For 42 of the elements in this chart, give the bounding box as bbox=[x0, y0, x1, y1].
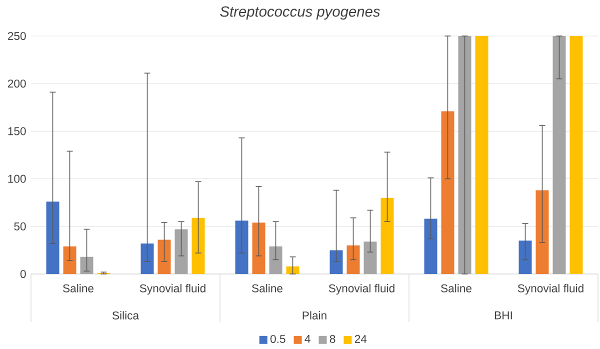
bar bbox=[252, 222, 266, 274]
y-tick-label: 0 bbox=[20, 270, 26, 278]
y-tick-label: 100 bbox=[8, 174, 26, 183]
bar bbox=[458, 36, 472, 274]
bar bbox=[46, 202, 60, 274]
bar bbox=[269, 246, 282, 274]
bar bbox=[174, 229, 188, 274]
legend-label: 4 bbox=[304, 335, 310, 343]
x-tick-label: Saline bbox=[63, 284, 94, 292]
bar bbox=[158, 240, 171, 274]
x-tick-label: Synovial fluid bbox=[518, 284, 584, 295]
x-tick-label: Saline bbox=[441, 284, 472, 292]
bar bbox=[63, 246, 76, 274]
legend-label: 24 bbox=[354, 334, 367, 343]
bar bbox=[424, 218, 438, 274]
x-tick-label: Synovial fluid bbox=[328, 284, 394, 295]
y-tick-label: 250 bbox=[8, 32, 26, 40]
y-tick-label: 150 bbox=[8, 127, 26, 136]
bar bbox=[441, 111, 454, 274]
bar bbox=[518, 240, 532, 274]
x-tick-label: Saline bbox=[252, 284, 282, 292]
bar bbox=[570, 36, 583, 274]
text: BHI bbox=[494, 311, 512, 320]
bar bbox=[330, 250, 343, 274]
bar bbox=[380, 198, 394, 274]
bar bbox=[235, 220, 248, 274]
bar bbox=[475, 36, 488, 274]
legend-label: 8 bbox=[330, 334, 336, 343]
bar bbox=[140, 244, 154, 274]
chart-title: Streptococcus pyogenes bbox=[220, 6, 380, 20]
x-tick-label: Synovial fluid bbox=[140, 284, 206, 295]
legend-label: 0.5 bbox=[270, 334, 286, 343]
bar bbox=[536, 190, 549, 274]
bar bbox=[552, 36, 566, 274]
y-tick-label: 50 bbox=[14, 222, 26, 230]
text: Plain bbox=[302, 311, 326, 320]
bar bbox=[346, 245, 360, 274]
bar bbox=[192, 218, 205, 274]
bar bbox=[364, 242, 377, 274]
text: Silica bbox=[112, 311, 140, 320]
bar bbox=[80, 256, 94, 274]
y-tick-label: 200 bbox=[8, 80, 26, 88]
